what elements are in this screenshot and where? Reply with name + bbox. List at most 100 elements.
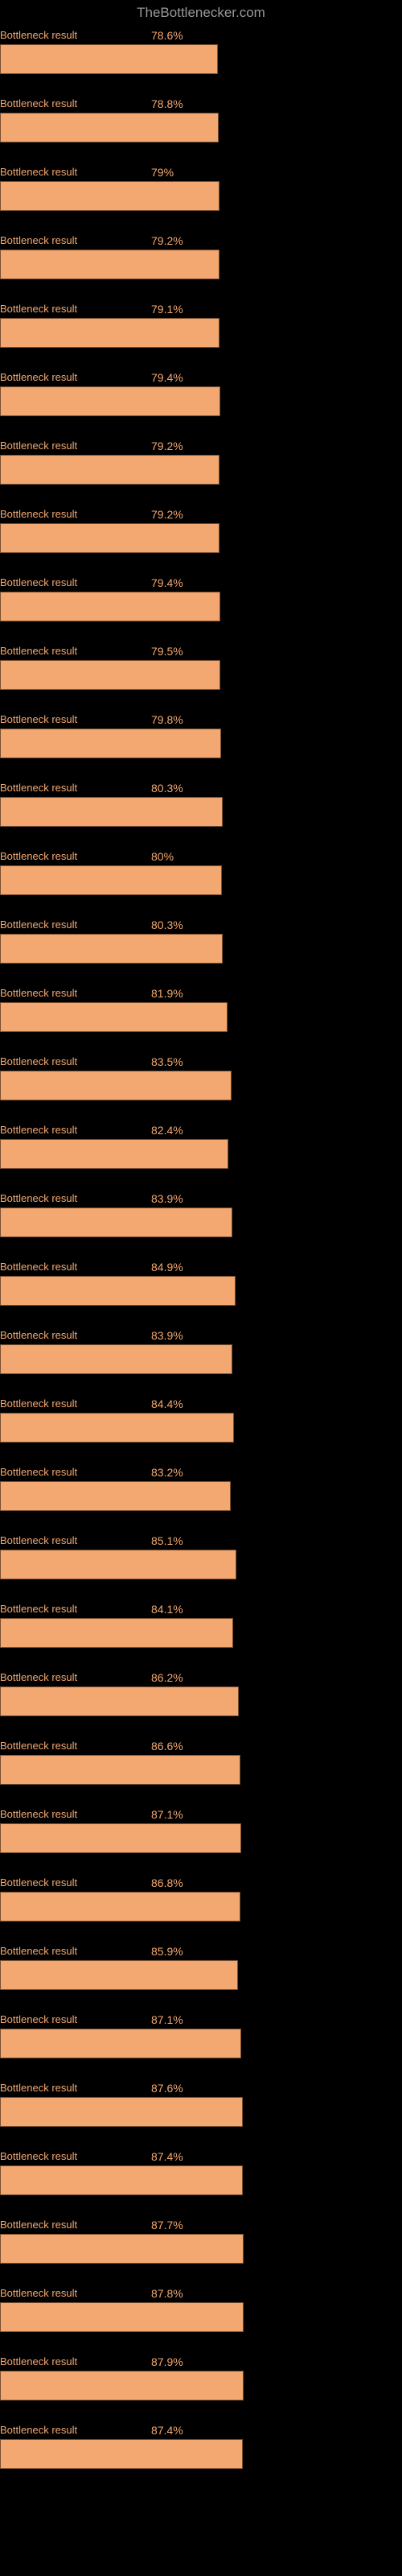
axis-label: Bottleneck result — [0, 1534, 77, 1546]
value-label: 86.2% — [151, 1671, 183, 1684]
chart-row-labels: Bottleneck result — [0, 1603, 392, 1615]
axis-label: Bottleneck result — [0, 2287, 77, 2299]
bar — [0, 44, 218, 74]
bar — [0, 1755, 240, 1785]
chart-row-labels: Bottleneck result — [0, 1466, 392, 1478]
axis-label: Bottleneck result — [0, 1945, 77, 1957]
axis-label: Bottleneck result — [0, 166, 77, 178]
axis-label: Bottleneck result — [0, 645, 77, 657]
chart-row: Bottleneck result81.9% — [0, 987, 392, 1032]
chart-row-labels: Bottleneck result — [0, 645, 392, 657]
bar — [0, 1208, 232, 1237]
chart-row: Bottleneck result 80.3% — [0, 919, 392, 964]
chart-row: Bottleneck result87.4% — [0, 2424, 392, 2469]
chart-row-labels: Bottleneck result — [0, 2219, 392, 2231]
chart-row: Bottleneck result87.1% — [0, 2013, 392, 2058]
chart-row-labels: Bottleneck result — [0, 919, 392, 931]
value-label: 80.3% — [151, 919, 183, 931]
bar — [0, 729, 221, 758]
axis-label: Bottleneck result — [0, 713, 77, 725]
value-label: 79.2% — [151, 234, 183, 247]
value-label: 87.4% — [151, 2150, 183, 2163]
value-label: 78.8% — [151, 97, 183, 110]
bar — [0, 1071, 232, 1100]
chart-row: Bottleneck result79% — [0, 166, 392, 211]
value-label: 87.6% — [151, 2082, 183, 2095]
bar — [0, 1823, 241, 1853]
chart-row-labels: Bottleneck result — [0, 1261, 392, 1273]
axis-label: Bottleneck result — [0, 850, 77, 862]
value-label: 84.9% — [151, 1261, 183, 1274]
chart-row-labels: Bottleneck result — [0, 234, 392, 246]
chart-row: Bottleneck result 84.4% — [0, 1397, 392, 1443]
axis-label: Bottleneck result — [0, 1397, 77, 1410]
chart-row-labels: Bottleneck result — [0, 713, 392, 725]
value-label: 80.3% — [151, 782, 183, 795]
chart-row: Bottleneck result 86.8% — [0, 1876, 392, 1922]
value-label: 83.9% — [151, 1329, 183, 1342]
chart-row: Bottleneck result79.8% — [0, 713, 392, 758]
axis-label: Bottleneck result — [0, 1192, 77, 1204]
chart-row-labels: Bottleneck result — [0, 576, 392, 588]
axis-label: Bottleneck result — [0, 2150, 77, 2162]
chart-row-labels: Bottleneck result — [0, 1055, 392, 1067]
chart-row-labels: Bottleneck result — [0, 166, 392, 178]
bar — [0, 455, 219, 485]
bar — [0, 2439, 243, 2469]
axis-label: Bottleneck result — [0, 2219, 77, 2231]
value-label: 79.4% — [151, 576, 183, 589]
bar — [0, 2165, 243, 2195]
value-label: 84.1% — [151, 1603, 183, 1616]
chart-row-labels: Bottleneck result — [0, 1192, 392, 1204]
chart-row-labels: Bottleneck result — [0, 1740, 392, 1752]
chart-row: Bottleneck result 79.5% — [0, 645, 392, 690]
chart-row: Bottleneck result79.1% — [0, 303, 392, 348]
chart-row: Bottleneck result79.4% — [0, 576, 392, 621]
value-label: 87.8% — [151, 2287, 183, 2300]
value-label: 84.4% — [151, 1397, 183, 1410]
page-title: TheBottlenecker.com — [137, 5, 265, 20]
chart-row-labels: Bottleneck result — [0, 1876, 392, 1889]
bar — [0, 1413, 234, 1443]
bar — [0, 2234, 244, 2264]
value-label: 86.6% — [151, 1740, 183, 1752]
value-label: 80% — [151, 850, 174, 863]
value-label: 79.4% — [151, 371, 183, 384]
bottleneck-chart: Bottleneck result78.6%Bottleneck result7… — [0, 29, 402, 2469]
bar — [0, 2097, 243, 2127]
chart-row: Bottleneck result79.4% — [0, 371, 392, 416]
chart-row-labels: Bottleneck result — [0, 850, 392, 862]
chart-row: Bottleneck result 80% — [0, 850, 392, 895]
value-label: 85.1% — [151, 1534, 183, 1547]
chart-row-labels: Bottleneck result — [0, 1671, 392, 1683]
chart-row: Bottleneck result83.5% — [0, 1055, 392, 1100]
chart-row-labels: Bottleneck result — [0, 1534, 392, 1546]
axis-label: Bottleneck result — [0, 1124, 77, 1136]
chart-row-labels: Bottleneck result — [0, 97, 392, 109]
axis-label: Bottleneck result — [0, 919, 77, 931]
value-label: 82.4% — [151, 1124, 183, 1137]
bar — [0, 2302, 244, 2332]
chart-row: Bottleneck result78.8% — [0, 97, 392, 142]
axis-label: Bottleneck result — [0, 1466, 77, 1478]
value-label: 79.1% — [151, 303, 183, 316]
bar — [0, 934, 223, 964]
value-label: 79.5% — [151, 645, 183, 658]
chart-row-labels: Bottleneck result — [0, 2355, 392, 2368]
axis-label: Bottleneck result — [0, 1876, 77, 1889]
chart-row: Bottleneck result79.2% — [0, 234, 392, 279]
axis-label: Bottleneck result — [0, 1329, 77, 1341]
value-label: 86.8% — [151, 1876, 183, 1889]
chart-row: Bottleneck result87.1% — [0, 1808, 392, 1853]
bar — [0, 386, 220, 416]
bar — [0, 1686, 239, 1716]
axis-label: Bottleneck result — [0, 1603, 77, 1615]
value-label: 83.9% — [151, 1192, 183, 1205]
chart-row-labels: Bottleneck result — [0, 1329, 392, 1341]
axis-label: Bottleneck result — [0, 2013, 77, 2025]
value-label: 87.1% — [151, 1808, 183, 1821]
chart-row: Bottleneck result80.3% — [0, 782, 392, 827]
chart-row: Bottleneck result 85.1% — [0, 1534, 392, 1579]
chart-row: Bottleneck result 83.9% — [0, 1192, 392, 1237]
value-label: 85.9% — [151, 1945, 183, 1958]
